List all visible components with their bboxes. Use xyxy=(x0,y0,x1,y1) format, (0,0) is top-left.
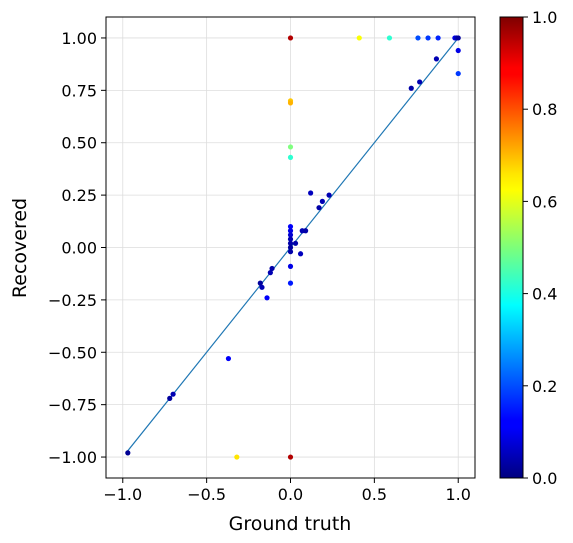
colorbar-gradient xyxy=(499,16,524,479)
y-tick-label: −0.75 xyxy=(48,396,97,415)
data-point xyxy=(435,35,441,41)
data-point xyxy=(287,249,294,255)
data-point xyxy=(287,280,294,286)
data-point xyxy=(326,192,332,198)
x-tick-label: 0.0 xyxy=(278,485,303,504)
identity-line xyxy=(125,37,459,454)
y-tick-label: 0.25 xyxy=(61,186,97,205)
data-point xyxy=(269,265,275,272)
y-tick-label: 0.00 xyxy=(61,239,97,258)
colorbar-tick-label: 0.2 xyxy=(532,377,557,396)
data-point xyxy=(287,240,294,246)
data-point xyxy=(287,154,294,160)
data-point xyxy=(287,223,294,230)
data-point xyxy=(287,454,294,460)
data-point xyxy=(455,35,461,41)
data-point xyxy=(297,251,304,257)
data-point xyxy=(356,35,362,41)
y-tick-label: −0.50 xyxy=(48,343,97,362)
data-point xyxy=(287,232,294,238)
colorbar-tick-label: 0.0 xyxy=(532,469,557,488)
data-points xyxy=(125,35,461,460)
colorbar-tick-label: 1.0 xyxy=(532,8,557,27)
data-point xyxy=(170,391,176,397)
data-point xyxy=(257,280,263,286)
y-axis: −1.00 −0.75 −0.50 −0.25 0.00 0.25 0.50 0.75 1.00 xyxy=(48,29,106,467)
data-point xyxy=(234,454,240,460)
data-point xyxy=(167,395,173,401)
data-point xyxy=(308,190,314,196)
data-point xyxy=(415,35,421,41)
y-tick-label: −1.00 xyxy=(48,448,97,467)
x-axis: −1.0 −0.5 0.0 0.5 1.0 xyxy=(103,478,471,504)
identity-line-group xyxy=(125,37,459,454)
data-point xyxy=(287,144,294,150)
colorbar-tick-label: 0.4 xyxy=(532,285,557,304)
colorbar: 0.0 0.2 0.4 0.6 0.8 1.0 xyxy=(499,8,557,488)
data-point xyxy=(319,198,325,204)
data-point xyxy=(287,263,294,269)
data-point xyxy=(433,56,440,62)
data-point xyxy=(302,228,309,234)
y-axis-label: Recovered xyxy=(9,198,31,298)
x-tick-label: 1.0 xyxy=(446,485,471,504)
data-point xyxy=(264,295,270,301)
colorbar-tick-label: 0.8 xyxy=(532,100,557,119)
data-point xyxy=(425,35,431,41)
x-axis-label: Ground truth xyxy=(229,513,352,535)
y-tick-label: −0.25 xyxy=(48,291,97,310)
y-tick-label: 0.50 xyxy=(61,134,97,153)
data-point xyxy=(417,79,423,85)
data-point xyxy=(259,284,265,290)
y-tick-label: 0.75 xyxy=(61,81,97,100)
data-point xyxy=(287,236,294,242)
data-point xyxy=(316,205,322,211)
data-point xyxy=(287,35,294,41)
y-tick-label: 1.00 xyxy=(61,29,97,48)
data-point xyxy=(408,85,414,91)
x-tick-label: −0.5 xyxy=(187,485,226,504)
data-point xyxy=(455,47,461,54)
data-point xyxy=(292,240,299,246)
data-point xyxy=(287,244,294,251)
data-point xyxy=(125,450,131,456)
x-tick-label: 0.5 xyxy=(362,485,387,504)
data-point xyxy=(287,100,294,106)
data-point xyxy=(267,270,273,276)
data-point xyxy=(287,228,294,234)
colorbar-tick-label: 0.6 xyxy=(532,192,557,211)
data-point xyxy=(455,70,461,77)
data-point xyxy=(386,35,393,41)
data-point xyxy=(225,355,232,362)
x-tick-label: −1.0 xyxy=(103,485,142,504)
